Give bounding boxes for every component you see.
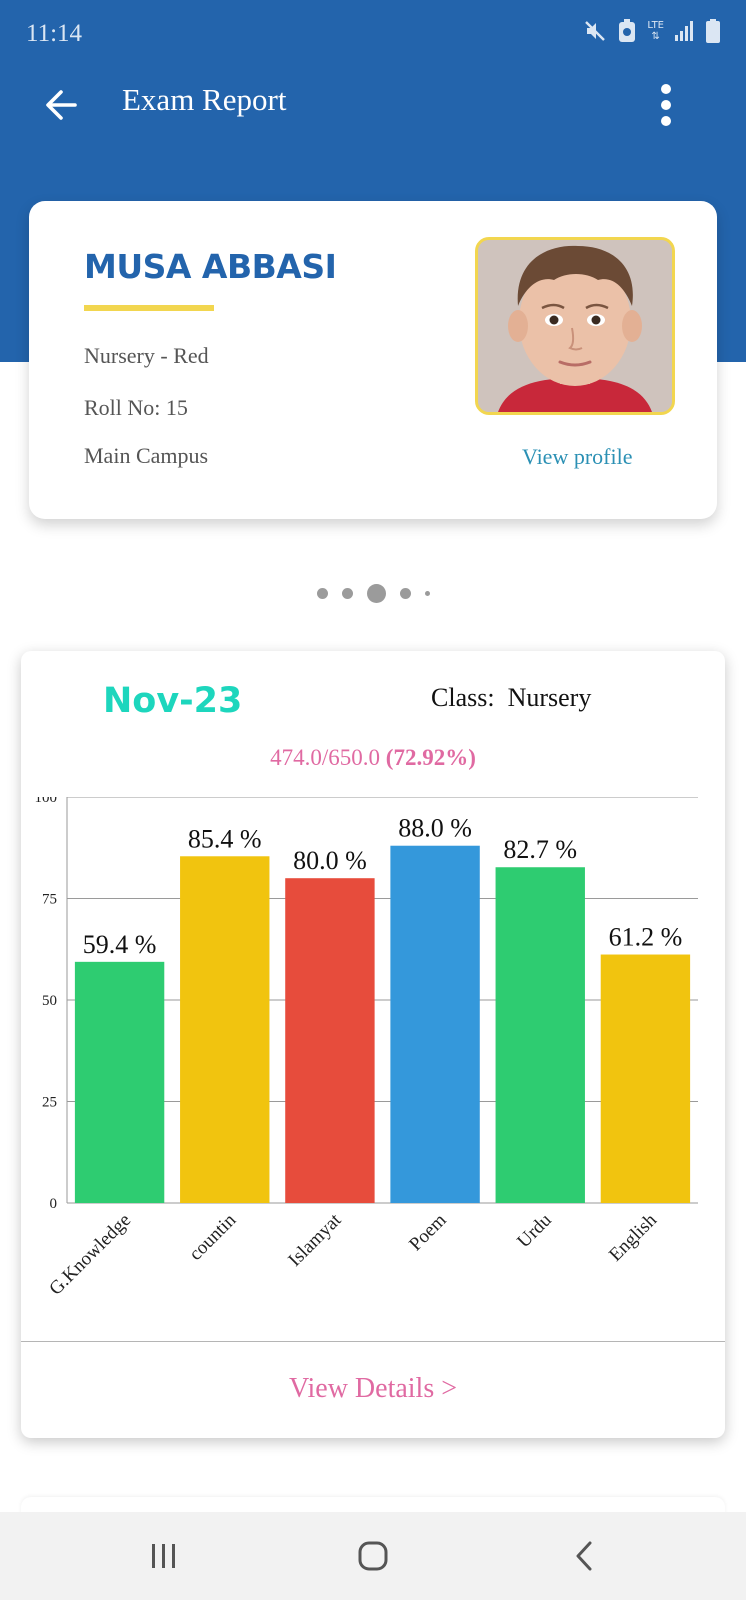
name-underline (84, 305, 214, 311)
student-name: MUSA ABBASI (84, 247, 337, 286)
mute-icon (585, 21, 606, 41)
data-arrows-icon: ⇅ (651, 31, 660, 42)
card-divider (21, 1341, 725, 1342)
class-prefix: Class: (431, 683, 495, 712)
class-name: Nursery (507, 683, 592, 712)
subject-bar-chart: 0 25 50 75 100 59.4 % G.Knowledge 85.4 % countin… (35, 797, 698, 1300)
arrow-left-icon (46, 90, 77, 120)
exam-month: Nov-23 (103, 681, 243, 721)
page-dot-5[interactable] (424, 590, 430, 596)
bar-poem (390, 845, 480, 1203)
exam-result-card: Nov-23 Class: Nursery 474.0/650.0 (72.92… (21, 651, 725, 1438)
bar-islamyat (285, 878, 375, 1203)
y-tick-label: 25 (42, 1095, 57, 1111)
y-tick-label: 50 (42, 993, 57, 1009)
bar-value-label: 80.0 % (293, 846, 367, 875)
page-dot-1[interactable] (316, 587, 328, 599)
more-options-button[interactable] (646, 80, 686, 130)
more-vertical-icon (661, 84, 671, 126)
y-tick-label: 0 (50, 1196, 58, 1212)
x-tick-label: Poem (405, 1210, 451, 1256)
x-tick-label: Islamyat (284, 1209, 346, 1271)
page-dot-active[interactable] (366, 583, 386, 603)
x-tick-label: Urdu (513, 1209, 556, 1252)
bar-value-label: 59.4 % (83, 930, 157, 959)
student-photo[interactable] (475, 237, 675, 415)
x-tick-label: G.Knowledge (45, 1210, 135, 1300)
network-label: LTE (647, 20, 664, 31)
y-tick-label: 100 (35, 797, 58, 806)
bar-urdu (495, 867, 585, 1203)
battery-saver-icon (619, 19, 636, 42)
child-avatar (478, 240, 672, 412)
nav-back-button[interactable] (560, 1534, 608, 1578)
bar-value-label: 88.0 % (398, 814, 472, 843)
app-bar: Exam Report (0, 70, 746, 190)
lte-icon: LTE ⇅ (647, 20, 664, 42)
page-dot-4[interactable] (399, 587, 411, 599)
exam-class: Class: Nursery (431, 683, 591, 713)
page-indicator (0, 578, 746, 608)
bar-countin (180, 856, 270, 1203)
score-percent: (72.92%) (385, 745, 476, 770)
recents-icon (152, 1544, 175, 1568)
recents-button[interactable] (140, 1534, 188, 1578)
status-bar: 11:14 LTE ⇅ (0, 0, 746, 70)
campus: Main Campus (84, 443, 209, 468)
nav-back-icon (576, 1541, 592, 1571)
y-tick-label: 75 (42, 892, 57, 908)
student-profile-card: MUSA ABBASI Nursery - Red Roll No: 15 Ma… (29, 201, 717, 519)
bar-g-knowledge (74, 961, 165, 1203)
battery-icon (706, 19, 720, 43)
bar-value-label: 82.7 % (503, 835, 577, 864)
bar-value-label: 61.2 % (609, 923, 683, 952)
status-time: 11:14 (26, 20, 83, 47)
x-tick-label: countin (185, 1209, 241, 1265)
view-details-button[interactable]: View Details > (288, 1373, 458, 1404)
x-tick-label: English (605, 1209, 661, 1265)
page-title: Exam Report (122, 82, 287, 117)
bar-english (600, 954, 691, 1203)
back-button[interactable] (38, 82, 84, 128)
roll-number: Roll No: 15 (84, 395, 188, 420)
signal-icon (675, 21, 693, 41)
score-value: 474.0/650.0 (270, 745, 381, 770)
home-button[interactable] (349, 1534, 397, 1578)
bar-value-label: 85.4 % (188, 824, 262, 853)
home-icon (358, 1541, 388, 1571)
total-score: 474.0/650.0 (72.92%) (21, 745, 725, 771)
class-section: Nursery - Red (84, 343, 209, 368)
view-profile-link[interactable]: View profile (522, 444, 633, 469)
status-icons: LTE ⇅ (583, 16, 720, 46)
page-dot-2[interactable] (341, 587, 353, 599)
system-nav-bar (0, 1512, 746, 1600)
